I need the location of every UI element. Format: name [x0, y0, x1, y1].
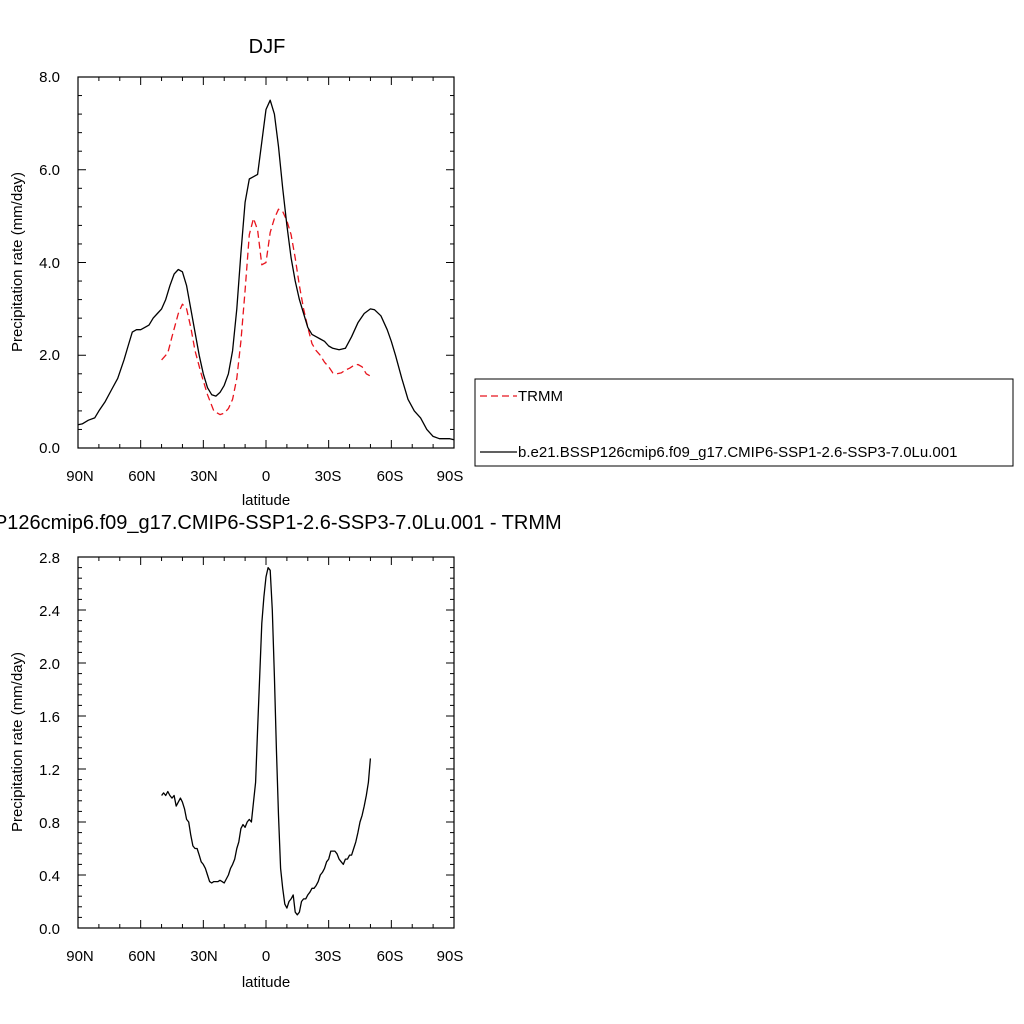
panel-difference: b.e21.BSSP126cmip6.f09_g17.CMIP6-SSP1-2.… — [0, 512, 562, 991]
y-tick-label: 2.0 — [39, 347, 60, 364]
x-tick-label: 60S — [377, 468, 404, 485]
y-tick-label: 0.4 — [39, 868, 60, 885]
x-tick-labels: 90N 60N 30N 0 30S 60S 90S — [66, 468, 463, 485]
axis-ticks — [77, 556, 455, 929]
x-tick-label: 60N — [128, 468, 156, 485]
x-tick-label: 30S — [315, 468, 342, 485]
legend: TRMM b.e21.BSSP126cmip6.f09_g17.CMIP6-SS… — [474, 378, 1014, 467]
x-tick-label: 0 — [262, 468, 270, 485]
x-tick-label: 90N — [66, 468, 94, 485]
x-tick-labels: 90N 60N 30N 0 30S 60S 90S — [66, 948, 463, 965]
y-tick-label: 8.0 — [39, 69, 60, 86]
y-tick-labels: 0.0 0.4 0.8 1.2 1.6 2.0 2.4 2.8 — [39, 550, 60, 938]
y-tick-label: 0.0 — [39, 440, 60, 457]
series-lines — [161, 566, 372, 916]
x-tick-label: 30S — [315, 948, 342, 965]
x-tick-label: 90N — [66, 948, 94, 965]
y-tick-label: 2.4 — [39, 603, 60, 620]
y-tick-label: 6.0 — [39, 162, 60, 179]
panel-djf: DJF Precipitation rate (mm/day) latitude… — [9, 36, 463, 509]
y-tick-label: 0.8 — [39, 815, 60, 832]
x-tick-label: 60N — [128, 948, 156, 965]
x-tick-label: 0 — [262, 948, 270, 965]
x-tick-label: 30N — [190, 948, 218, 965]
legend-label-model: b.e21.BSSP126cmip6.f09_g17.CMIP6-SSP1-2.… — [518, 444, 957, 461]
x-tick-label: 90S — [437, 468, 464, 485]
series-line-trmm — [161, 208, 371, 416]
y-tick-label: 2.0 — [39, 656, 60, 673]
series-line-model — [161, 566, 372, 916]
x-axis-label: latitude — [242, 974, 290, 991]
x-tick-label: 30N — [190, 468, 218, 485]
chart-title: b.e21.BSSP126cmip6.f09_g17.CMIP6-SSP1-2.… — [0, 512, 562, 534]
plot-frame — [77, 76, 455, 449]
y-tick-label: 0.0 — [39, 921, 60, 938]
x-tick-label: 60S — [377, 948, 404, 965]
series-line-model — [77, 99, 455, 441]
y-axis-label: Precipitation rate (mm/day) — [9, 172, 26, 352]
y-tick-labels: 0.0 2.0 4.0 6.0 8.0 — [39, 69, 60, 457]
chart-title: DJF — [249, 36, 286, 58]
y-axis-label: Precipitation rate (mm/day) — [9, 652, 26, 832]
y-tick-label: 1.6 — [39, 709, 60, 726]
legend-label-trmm: TRMM — [518, 388, 563, 405]
x-tick-label: 90S — [437, 948, 464, 965]
y-tick-label: 1.2 — [39, 762, 60, 779]
x-axis-label: latitude — [242, 492, 290, 509]
y-tick-label: 4.0 — [39, 255, 60, 272]
plot-frame — [77, 556, 455, 929]
y-tick-label: 2.8 — [39, 550, 60, 567]
series-lines — [77, 99, 455, 441]
legend-box — [474, 378, 1014, 467]
